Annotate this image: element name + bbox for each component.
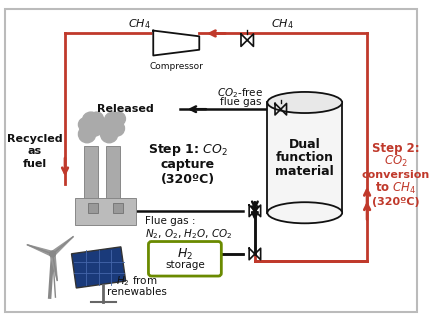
Polygon shape bbox=[51, 237, 73, 256]
Bar bbox=[106, 146, 119, 198]
Bar bbox=[84, 146, 97, 198]
Text: $H_2$ from: $H_2$ from bbox=[116, 274, 158, 288]
Bar bbox=[71, 247, 125, 288]
Circle shape bbox=[78, 118, 92, 131]
Bar bbox=[75, 198, 136, 225]
Circle shape bbox=[104, 112, 122, 129]
Ellipse shape bbox=[267, 92, 342, 113]
Text: $CH_4$: $CH_4$ bbox=[271, 17, 293, 31]
Bar bbox=[113, 203, 122, 213]
Text: Released: Released bbox=[97, 104, 154, 114]
Text: as: as bbox=[27, 146, 41, 156]
Text: material: material bbox=[275, 165, 333, 178]
Text: $CO_2$-free: $CO_2$-free bbox=[217, 86, 263, 100]
Ellipse shape bbox=[267, 202, 342, 223]
Circle shape bbox=[82, 112, 99, 129]
Circle shape bbox=[87, 121, 102, 136]
Text: to $CH_4$: to $CH_4$ bbox=[374, 181, 416, 196]
Polygon shape bbox=[153, 30, 199, 56]
Polygon shape bbox=[50, 254, 57, 281]
Text: function: function bbox=[275, 151, 333, 164]
Circle shape bbox=[49, 251, 55, 257]
Text: Dual: Dual bbox=[288, 138, 320, 151]
Bar bbox=[267, 102, 342, 213]
Text: fuel: fuel bbox=[22, 159, 46, 169]
Text: $H_2$: $H_2$ bbox=[177, 247, 192, 262]
Text: $CH_4$: $CH_4$ bbox=[128, 17, 151, 31]
Circle shape bbox=[90, 112, 103, 126]
Circle shape bbox=[100, 126, 118, 143]
Text: capture: capture bbox=[160, 158, 214, 171]
Text: conversion: conversion bbox=[361, 170, 429, 180]
Circle shape bbox=[109, 121, 124, 136]
FancyBboxPatch shape bbox=[148, 241, 221, 276]
Bar bbox=[88, 203, 97, 213]
Text: renewables: renewables bbox=[107, 287, 167, 297]
Circle shape bbox=[112, 112, 125, 126]
Text: Step 2:: Step 2: bbox=[371, 142, 419, 155]
Text: $N_2$, $O_2$, $H_2O$, $CO_2$: $N_2$, $O_2$, $H_2O$, $CO_2$ bbox=[144, 227, 232, 241]
Text: Step 1: $CO_2$: Step 1: $CO_2$ bbox=[148, 143, 227, 159]
Text: Recycled: Recycled bbox=[7, 134, 62, 144]
Text: (320ºC): (320ºC) bbox=[160, 173, 214, 186]
Text: flue gas: flue gas bbox=[219, 98, 261, 108]
Text: Compressor: Compressor bbox=[149, 62, 203, 71]
Text: storage: storage bbox=[164, 261, 204, 271]
Text: Flue gas :: Flue gas : bbox=[144, 216, 195, 226]
Text: $CO_2$: $CO_2$ bbox=[383, 154, 407, 169]
Circle shape bbox=[100, 118, 114, 131]
Text: (320ºC): (320ºC) bbox=[371, 197, 419, 207]
Circle shape bbox=[78, 126, 95, 143]
Polygon shape bbox=[27, 245, 53, 256]
